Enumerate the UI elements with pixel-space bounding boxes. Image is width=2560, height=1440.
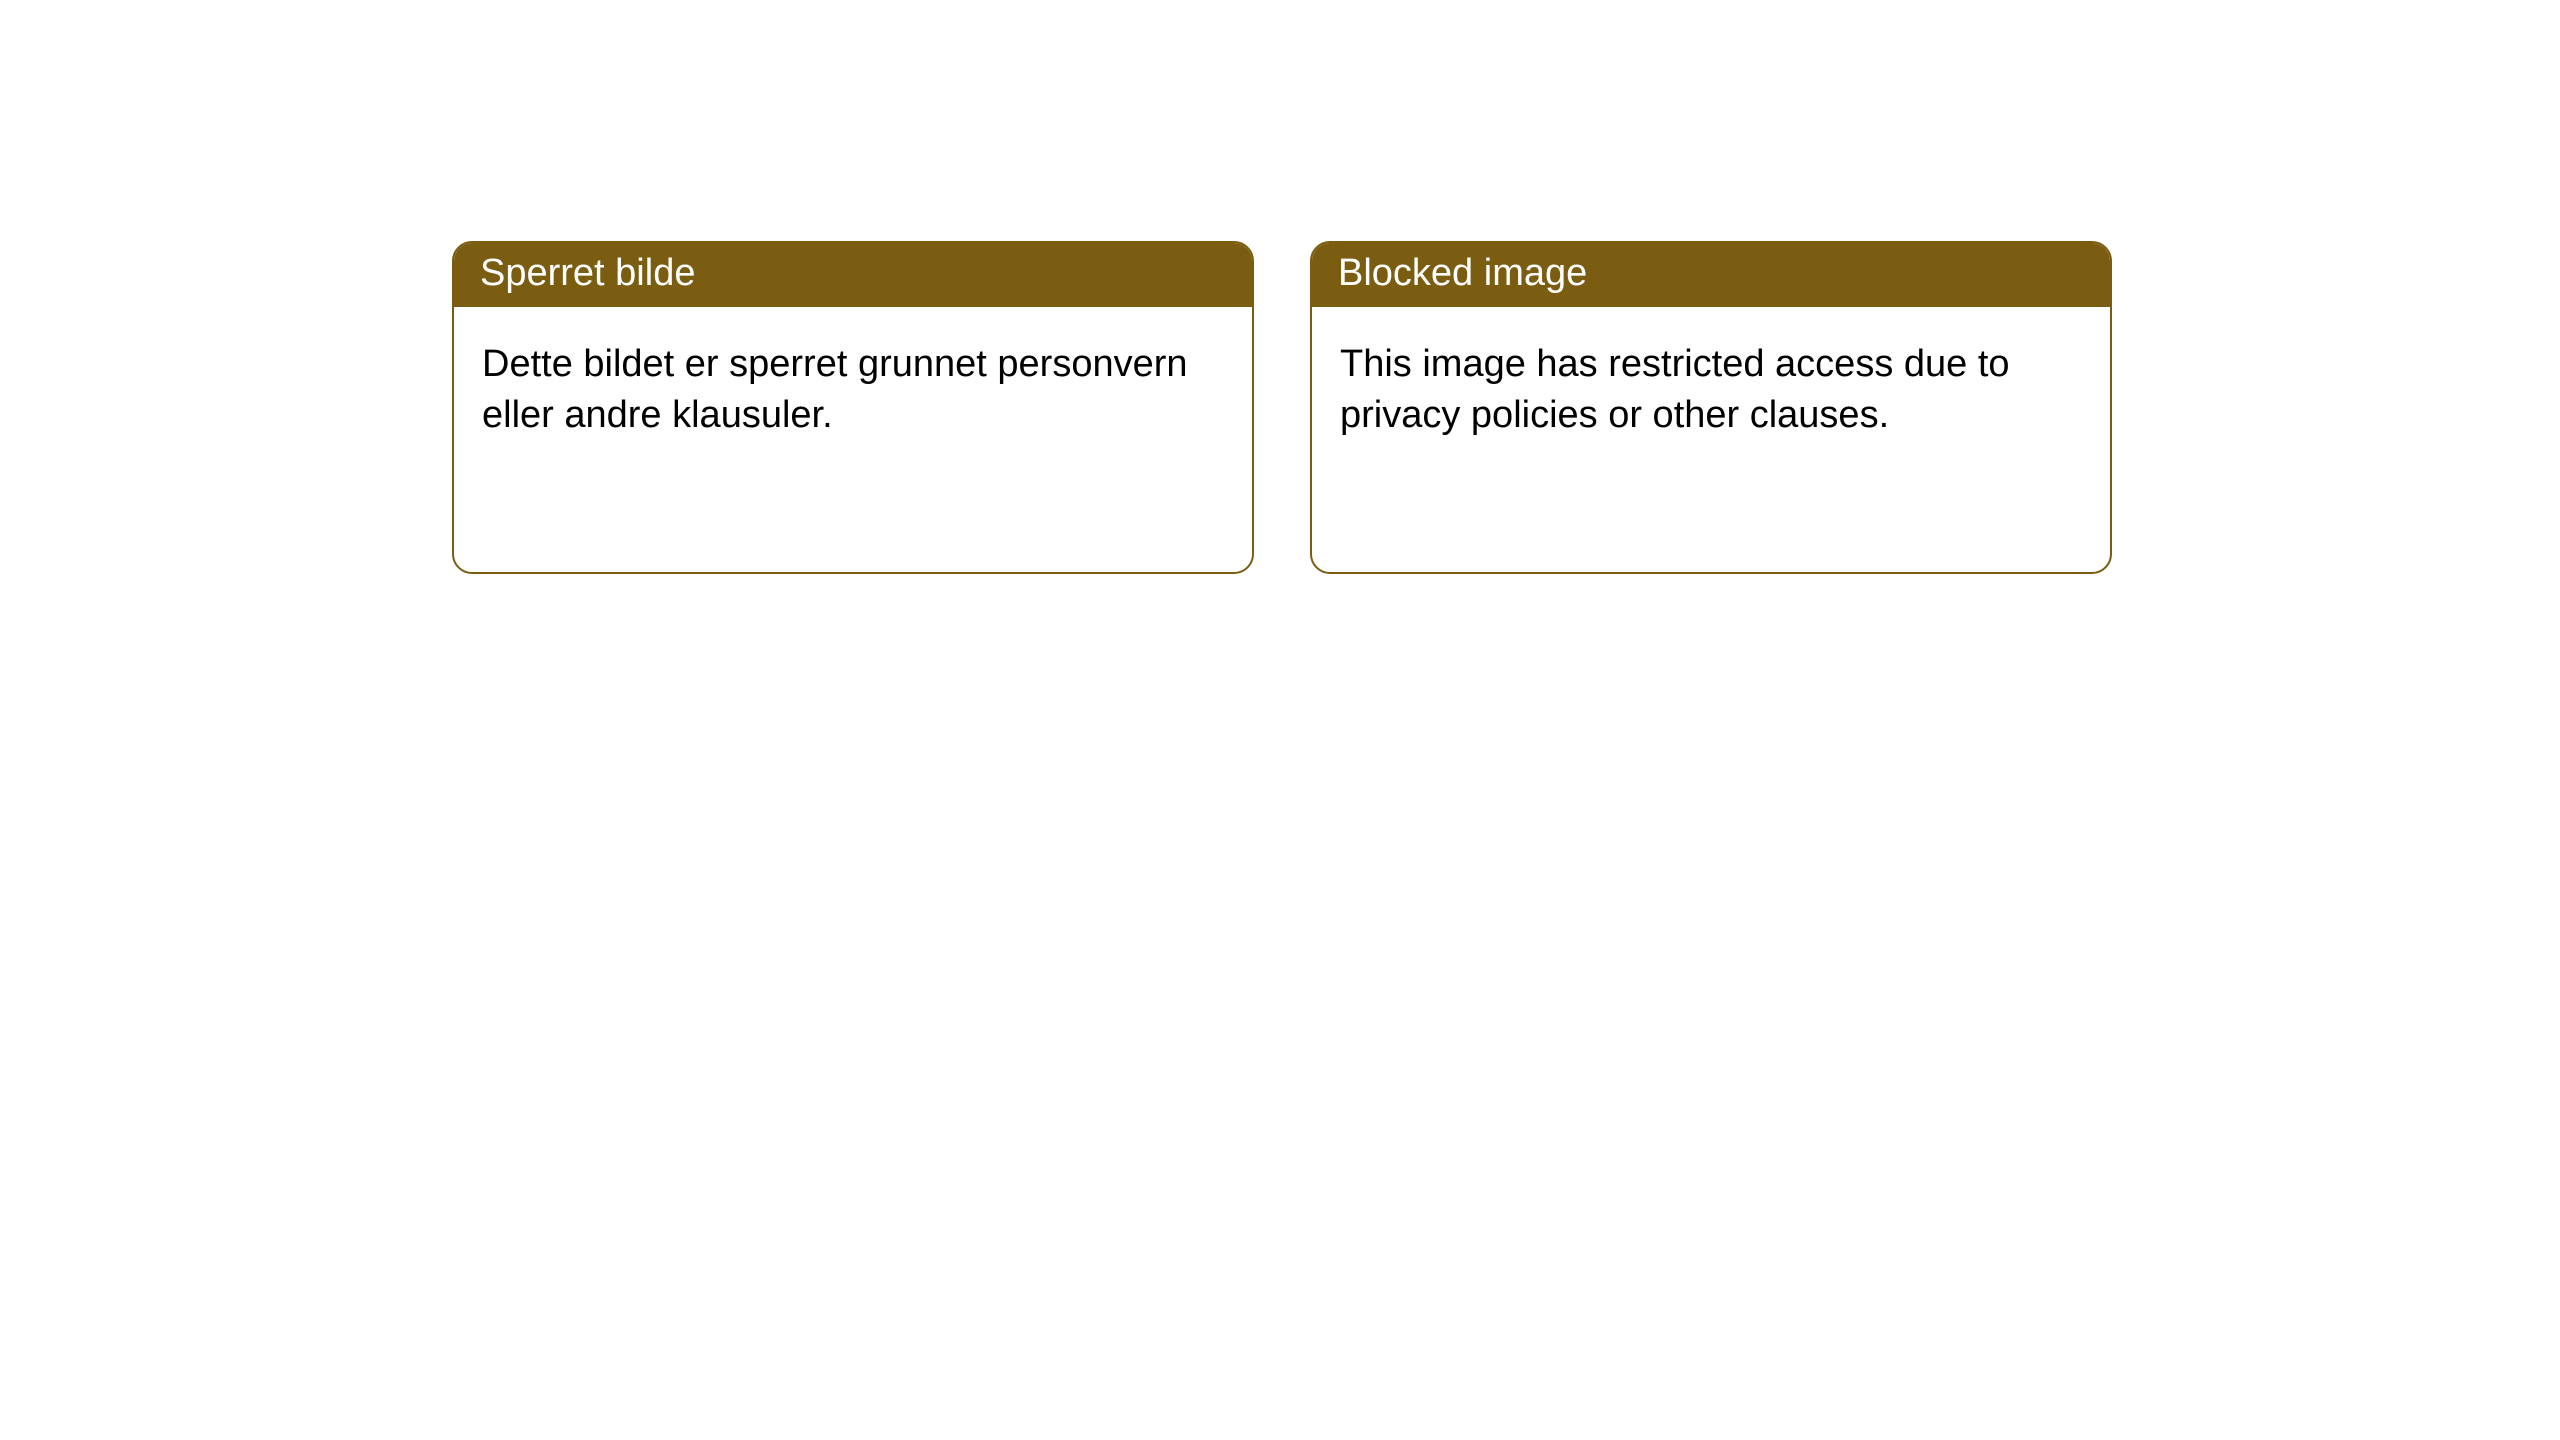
- card-body: Dette bildet er sperret grunnet personve…: [454, 307, 1252, 474]
- card-body: This image has restricted access due to …: [1312, 307, 2110, 474]
- card-title: Blocked image: [1312, 243, 2110, 307]
- blocked-image-card-en: Blocked image This image has restricted …: [1310, 241, 2112, 574]
- blocked-image-card-no: Sperret bilde Dette bildet er sperret gr…: [452, 241, 1254, 574]
- notice-container: Sperret bilde Dette bildet er sperret gr…: [0, 0, 2560, 574]
- card-title: Sperret bilde: [454, 243, 1252, 307]
